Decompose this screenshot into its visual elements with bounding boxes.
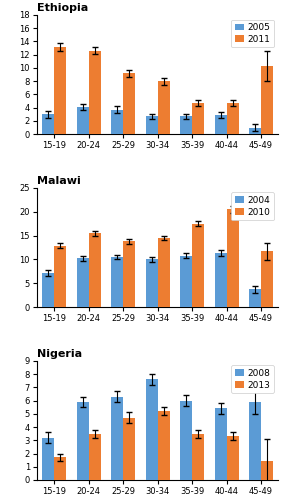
Bar [180,256,192,307]
Bar [214,115,227,134]
Bar [146,116,158,134]
Bar [77,258,89,307]
Bar [77,107,89,134]
Legend: 2004, 2010: 2004, 2010 [231,192,274,220]
Bar [214,408,227,480]
Bar [89,434,101,480]
Bar [111,396,123,480]
Bar [261,66,273,134]
Bar [111,110,123,134]
Bar [192,103,204,134]
Bar [123,74,135,134]
Bar [42,438,54,480]
Bar [180,116,192,134]
Bar [227,103,239,134]
Bar [54,246,66,307]
Bar [146,380,158,480]
Bar [146,260,158,307]
Bar [158,411,170,480]
Legend: 2008, 2013: 2008, 2013 [231,366,274,393]
Bar [249,402,261,480]
Bar [77,402,89,480]
Text: Malawi: Malawi [37,176,81,186]
Bar [192,224,204,307]
Bar [42,274,54,307]
Bar [249,128,261,134]
Text: Ethiopia: Ethiopia [37,3,88,13]
Bar [192,434,204,480]
Bar [227,436,239,480]
Text: Nigeria: Nigeria [37,348,82,358]
Legend: 2005, 2011: 2005, 2011 [231,20,274,48]
Bar [227,210,239,307]
Bar [123,418,135,480]
Bar [158,238,170,307]
Bar [261,252,273,307]
Bar [42,114,54,134]
Bar [214,253,227,307]
Bar [158,81,170,134]
Bar [249,290,261,307]
Bar [89,233,101,307]
Bar [180,400,192,480]
Bar [123,242,135,307]
Bar [54,458,66,480]
Bar [54,47,66,134]
Bar [261,462,273,480]
Bar [89,51,101,134]
Bar [111,257,123,307]
